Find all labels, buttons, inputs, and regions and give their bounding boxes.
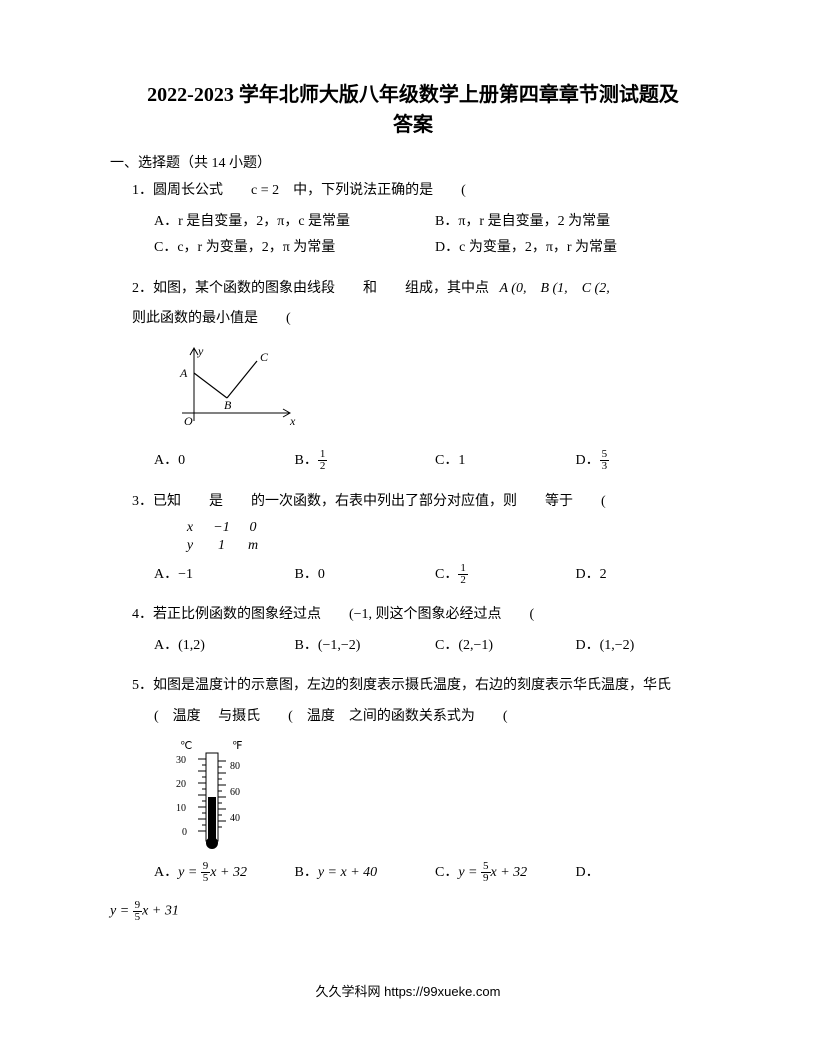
frac-n: 5 bbox=[481, 861, 491, 873]
q1-opt-d: D．c 为变量，2，π，r 为常量 bbox=[435, 235, 716, 262]
extra-equation: y = 95x + 31 bbox=[110, 900, 716, 923]
q2-graph-svg: A B C O y x bbox=[172, 343, 302, 438]
q3-opt-a: A．−1 bbox=[154, 562, 295, 589]
q2-opt-b: B．12 bbox=[295, 448, 436, 475]
q3-opt-c-prefix: C． bbox=[435, 567, 458, 582]
graph-label-B: B bbox=[224, 398, 232, 412]
frac-d: 5 bbox=[133, 912, 143, 923]
section-header: 一、选择题（共 14 小题） bbox=[110, 152, 716, 172]
eq-suffix: x + 31 bbox=[142, 904, 179, 919]
frac-n: 1 bbox=[458, 563, 468, 575]
frac-d: 2 bbox=[318, 461, 328, 472]
q3-opt-d: D．2 bbox=[576, 562, 717, 589]
title-line1: 2022-2023 学年北师大版八年级数学上册第四章章节测试题及 bbox=[110, 80, 716, 110]
t-cell: 1 bbox=[208, 537, 236, 555]
f-label: ℉ bbox=[232, 740, 242, 752]
frac-d: 3 bbox=[600, 461, 610, 472]
f-tick: 80 bbox=[230, 761, 240, 772]
c-tick: 30 bbox=[176, 755, 186, 766]
q2-opt-c: C．1 bbox=[435, 448, 576, 475]
q2-opt-d-prefix: D． bbox=[576, 453, 600, 468]
c-label: ℃ bbox=[180, 740, 192, 752]
c-tick: 20 bbox=[176, 779, 186, 790]
question-5: 5．如图是温度计的示意图，左边的刻度表示摄氏温度，右边的刻度表示华氏温度，华氏 … bbox=[132, 673, 716, 886]
q3-opt-b: B．0 bbox=[295, 562, 436, 589]
frac-d: 9 bbox=[481, 873, 491, 884]
c-tick: 0 bbox=[182, 827, 187, 838]
q3-opt-c: C．12 bbox=[435, 562, 576, 589]
graph-label-A: A bbox=[179, 366, 188, 380]
q2-opt-a: A．0 bbox=[154, 448, 295, 475]
q5-line1: 5．如图是温度计的示意图，左边的刻度表示摄氏温度，右边的刻度表示华氏温度，华氏 bbox=[132, 673, 716, 700]
q2-pointC: C (2, bbox=[582, 281, 610, 296]
thermometer-svg: ℃ ℉ bbox=[172, 737, 262, 852]
sfx: x + 32 bbox=[491, 865, 528, 880]
frac-n: 9 bbox=[201, 861, 211, 873]
sfx: x + 32 bbox=[210, 865, 247, 880]
f-tick: 60 bbox=[230, 787, 240, 798]
pfx: C． bbox=[435, 865, 458, 880]
q2-pointB: B (1, bbox=[540, 281, 567, 296]
q4-opt-c: C．(2,−1) bbox=[435, 633, 576, 660]
t-cell: m bbox=[239, 537, 267, 555]
q4-opt-a: A．(1,2) bbox=[154, 633, 295, 660]
q4-text: 4．若正比例函数的图象经过点 (−1, 则这个图象必经过点 ( bbox=[132, 602, 716, 629]
graph-label-y: y bbox=[197, 344, 204, 358]
t-cell: y bbox=[176, 537, 204, 555]
frac-d: 2 bbox=[458, 575, 468, 586]
q1-opt-c: C．c，r 为变量，2，π 为常量 bbox=[154, 235, 435, 262]
question-1: 1．圆周长公式 c = 2 中，下列说法正确的是 ( A．r 是自变量，2，π，… bbox=[132, 178, 716, 262]
q5-opt-b: B．y = x + 40 bbox=[295, 860, 436, 887]
c-tick: 10 bbox=[176, 803, 186, 814]
page-title: 2022-2023 学年北师大版八年级数学上册第四章章节测试题及 答案 bbox=[110, 80, 716, 140]
q1-opt-a: A．r 是自变量，2，π，c 是常量 bbox=[154, 209, 435, 236]
q5-line2: ( 温度 与摄氏 ( 温度 之间的函数关系式为 ( bbox=[154, 704, 716, 731]
page-footer: 久久学科网 https://99xueke.com bbox=[0, 981, 816, 1000]
eq: y = bbox=[178, 865, 201, 880]
t-cell: 0 bbox=[239, 519, 267, 537]
q4-opt-d: D．(1,−2) bbox=[576, 633, 717, 660]
q2-line2: 则此函数的最小值是 ( bbox=[132, 306, 716, 333]
q5-opt-a: A．y = 95x + 32 bbox=[154, 860, 295, 887]
q3-text: 3．已知 是 的一次函数，右表中列出了部分对应值，则 等于 ( bbox=[132, 489, 716, 516]
q5-opt-c: C．y = 59x + 32 bbox=[435, 860, 576, 887]
eq: y = bbox=[458, 865, 481, 880]
graph-label-O: O bbox=[184, 414, 193, 428]
q2-graph: A B C O y x bbox=[172, 343, 716, 438]
q2-line1-text: 2．如图，某个函数的图象由线段 和 组成，其中点 bbox=[132, 281, 489, 296]
q2-opt-d: D．53 bbox=[576, 448, 717, 475]
q3-table: x −1 0 y 1 m bbox=[176, 519, 716, 555]
pfx: A． bbox=[154, 865, 178, 880]
question-2: 2．如图，某个函数的图象由线段 和 组成，其中点 A (0, B (1, C (… bbox=[132, 276, 716, 475]
q5-thermometer: ℃ ℉ bbox=[172, 737, 716, 852]
q2-line1: 2．如图，某个函数的图象由线段 和 组成，其中点 A (0, B (1, C (… bbox=[132, 276, 716, 303]
f-tick: 40 bbox=[230, 813, 240, 824]
eq-prefix: y = bbox=[110, 904, 133, 919]
q5-opt-d: D． bbox=[576, 860, 717, 887]
q2-pointA: A (0, bbox=[500, 281, 527, 296]
t-cell: −1 bbox=[208, 519, 236, 537]
question-4: 4．若正比例函数的图象经过点 (−1, 则这个图象必经过点 ( A．(1,2) … bbox=[132, 602, 716, 659]
t-cell: x bbox=[176, 519, 204, 537]
q1-opt-b: B．π，r 是自变量，2 为常量 bbox=[435, 209, 716, 236]
title-line2: 答案 bbox=[110, 110, 716, 140]
q1-text: 1．圆周长公式 c = 2 中，下列说法正确的是 ( bbox=[132, 178, 716, 205]
question-3: 3．已知 是 的一次函数，右表中列出了部分对应值，则 等于 ( x −1 0 y… bbox=[132, 489, 716, 589]
graph-label-C: C bbox=[260, 350, 269, 364]
q2-opt-b-prefix: B． bbox=[295, 453, 318, 468]
q4-opt-b: B．(−1,−2) bbox=[295, 633, 436, 660]
graph-label-x: x bbox=[289, 414, 296, 428]
frac-d: 5 bbox=[201, 873, 211, 884]
